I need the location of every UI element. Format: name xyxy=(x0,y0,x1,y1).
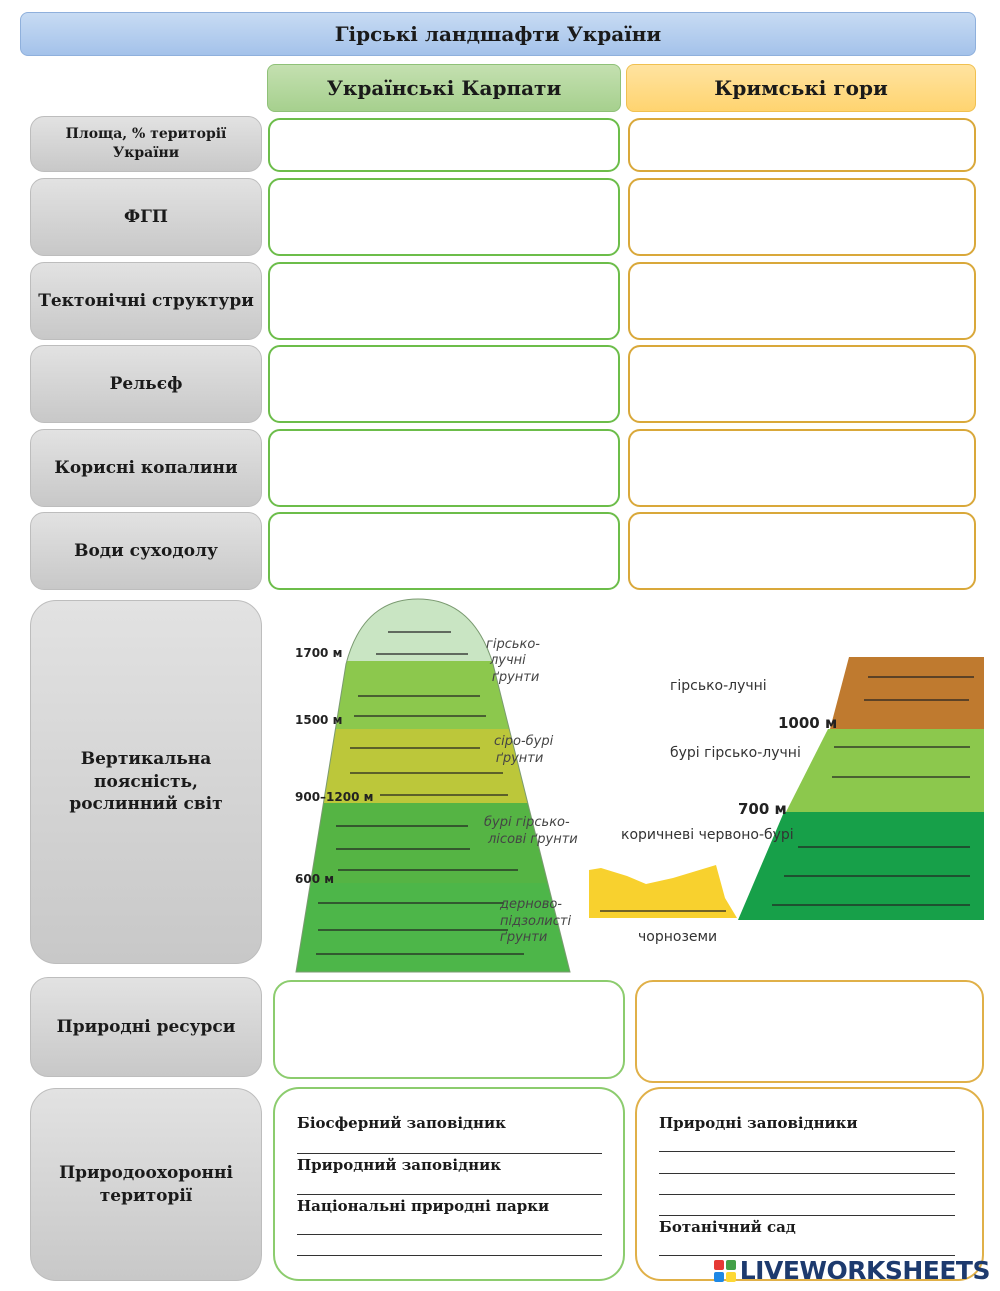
height-label-600: 600 м xyxy=(295,872,334,886)
answer-line[interactable] xyxy=(659,1151,955,1152)
protected-item-national-parks: Національні природні парки xyxy=(297,1197,550,1215)
answer-line[interactable] xyxy=(297,1153,602,1154)
soil-label: лісові ґрунти xyxy=(487,832,578,847)
column-header-carpathians: Українські Карпати xyxy=(267,64,621,112)
soil-label: сіро-бурі xyxy=(494,734,554,749)
liveworksheets-icon xyxy=(713,1259,736,1282)
answer-line[interactable] xyxy=(297,1234,602,1235)
row-label-zonation: Вертикальна поясність, рослинний світ xyxy=(30,600,262,964)
answer-line[interactable] xyxy=(659,1173,955,1174)
soil-label: гірсько- xyxy=(486,637,540,652)
row-label-resources: Природні ресурси xyxy=(30,977,262,1077)
row-label-minerals: Корисні копалини xyxy=(30,429,262,507)
carpathians-zonation-diagram: 1700 м 1500 м 900–1200 м 600 м гірсько- … xyxy=(295,598,578,973)
protected-item-botanical-garden: Ботанічний сад xyxy=(659,1218,796,1236)
protected-box-crimea: Природні заповідники Ботанічний сад xyxy=(635,1087,984,1281)
soil-label: дерново- xyxy=(499,897,562,912)
answer-box-fgp-carpathians[interactable] xyxy=(268,178,620,256)
answer-line[interactable] xyxy=(659,1215,955,1216)
answer-box-resources-carpathians[interactable] xyxy=(273,980,625,1079)
crimea-belt-upper xyxy=(830,657,984,729)
row-label-tectonic: Тектонічні структури xyxy=(30,262,262,340)
soil-label: ґрунти xyxy=(492,670,539,685)
answer-box-minerals-crimea[interactable] xyxy=(628,429,976,507)
carpathians-belt-broadleaf xyxy=(296,883,570,972)
height-label-1500: 1500 м xyxy=(295,713,342,727)
crimea-belt-lower xyxy=(738,812,984,920)
answer-box-relief-carpathians[interactable] xyxy=(268,345,620,423)
answer-line[interactable] xyxy=(297,1194,602,1195)
crimea-belt-middle xyxy=(786,729,984,812)
protected-box-carpathians: Біосферний заповідник Природний заповідн… xyxy=(273,1087,625,1281)
soil-label: ґрунти xyxy=(496,751,543,766)
crimea-soil-label: бурі гірсько-лучні xyxy=(670,745,801,761)
soil-label: бурі гірсько- xyxy=(484,815,570,830)
answer-box-relief-crimea[interactable] xyxy=(628,345,976,423)
protected-item-nature-reserve: Природний заповідник xyxy=(297,1156,502,1174)
crimea-soil-label: гірсько-лучні xyxy=(670,678,767,694)
answer-line[interactable] xyxy=(297,1255,602,1256)
crimea-height-label-1000: 1000 м xyxy=(778,714,837,732)
answer-box-area-crimea[interactable] xyxy=(628,118,976,172)
protected-item-reserves: Природні заповідники xyxy=(659,1114,858,1132)
crimea-soil-label: чорноземи xyxy=(638,929,717,945)
page-title: Гірські ландшафти України xyxy=(20,12,976,56)
crimea-steppe xyxy=(589,865,737,918)
answer-box-tectonic-carpathians[interactable] xyxy=(268,262,620,340)
soil-label: лучні xyxy=(489,653,526,668)
column-header-crimea: Кримські гори xyxy=(626,64,976,112)
answer-box-tectonic-crimea[interactable] xyxy=(628,262,976,340)
answer-box-fgp-crimea[interactable] xyxy=(628,178,976,256)
crimea-zonation-diagram: гірсько-лучні бурі гірсько-лучні коричне… xyxy=(589,657,984,945)
height-label-900-1200: 900–1200 м xyxy=(295,790,373,804)
soil-label: ґрунти xyxy=(500,930,547,945)
crimea-soil-label: коричневі червоно-бурі xyxy=(621,827,794,843)
answer-box-area-carpathians[interactable] xyxy=(268,118,620,172)
answer-box-waters-carpathians[interactable] xyxy=(268,512,620,590)
answer-line[interactable] xyxy=(659,1194,955,1195)
answer-box-minerals-carpathians[interactable] xyxy=(268,429,620,507)
row-label-protected: Природоохоронні території xyxy=(30,1088,262,1281)
brand-text: LIVEWORKSHEETS xyxy=(739,1256,991,1285)
protected-item-biosphere: Біосферний заповідник xyxy=(297,1114,506,1132)
liveworksheets-logo: LIVEWORKSHEETS xyxy=(713,1256,991,1285)
answer-box-waters-crimea[interactable] xyxy=(628,512,976,590)
answer-box-resources-crimea[interactable] xyxy=(635,980,984,1083)
row-label-relief: Рельєф xyxy=(30,345,262,423)
row-label-waters: Води суходолу xyxy=(30,512,262,590)
soil-label: підзолисті xyxy=(500,914,571,929)
crimea-height-label-700: 700 м xyxy=(738,800,787,818)
answer-line[interactable] xyxy=(659,1255,955,1256)
row-label-area: Площа, % території України xyxy=(30,116,262,172)
row-label-fgp: ФГП xyxy=(30,178,262,256)
height-label-1700: 1700 м xyxy=(295,646,342,660)
